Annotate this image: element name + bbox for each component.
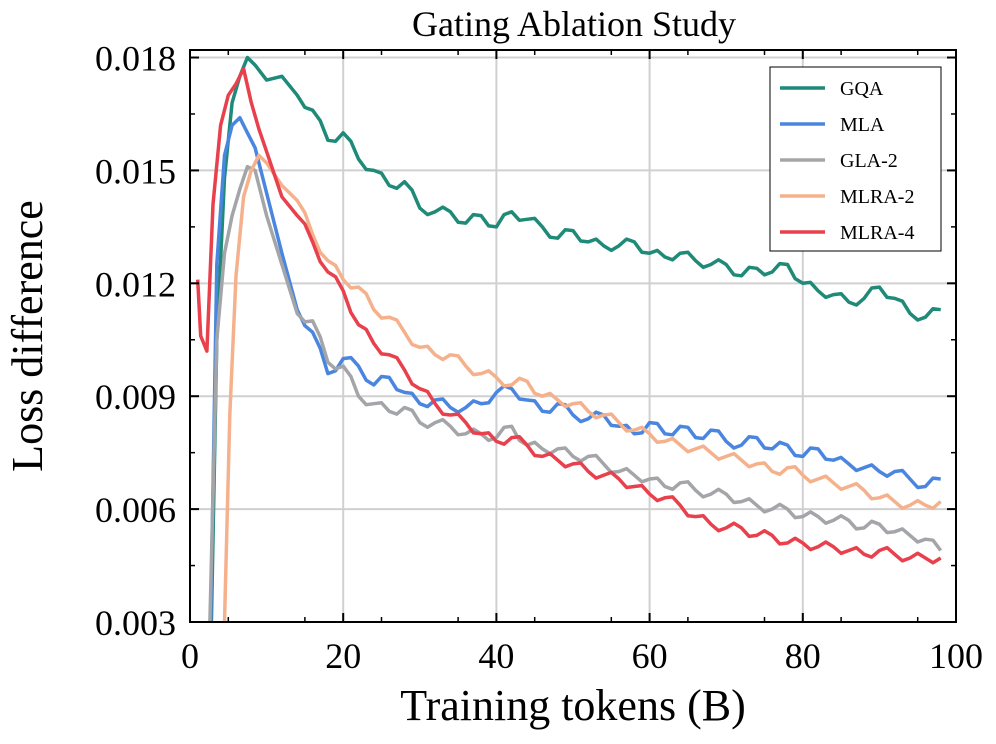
grid [190,50,956,622]
y-tick-label: 0.015 [95,151,176,191]
series-layer [195,55,943,622]
series-line-gqa [209,55,941,622]
x-tick-label: 40 [478,636,514,676]
y-tick-label: 0.012 [95,264,176,304]
x-tick-label: 60 [632,636,668,676]
series-line-mlra-4 [195,67,942,565]
series-line-gla-2 [208,164,943,622]
x-axis-label: Training tokens (B) [400,681,746,730]
legend: GQA MLA GLA-2 MLRA-2 MLRA-4 [769,66,942,252]
y-tick-label: 0.006 [95,490,176,530]
ticks: 0 20 40 60 80 100 0.003 0.006 0.009 0.012 0.015 0.0… [95,39,983,676]
legend-label: MLRA-2 [840,186,914,208]
x-tick-label: 20 [325,636,361,676]
series-line-mla [208,115,941,622]
legend-label: MLA [840,114,885,136]
plot-frame [189,49,957,623]
chart-title: Gating Ablation Study [412,4,736,44]
x-tick-label: 0 [181,636,199,676]
x-tick-label: 80 [785,636,821,676]
legend-label: GLA-2 [840,150,898,172]
legend-label: GQA [840,78,884,100]
x-tick-label: 100 [929,636,983,676]
series-line-mlra-2 [222,153,942,622]
y-tick-label: 0.018 [95,39,176,79]
y-tick-label: 0.009 [95,377,176,417]
y-axis-label: Loss difference [3,200,52,472]
y-tick-label: 0.003 [95,603,176,643]
legend-label: MLRA-4 [840,222,914,244]
